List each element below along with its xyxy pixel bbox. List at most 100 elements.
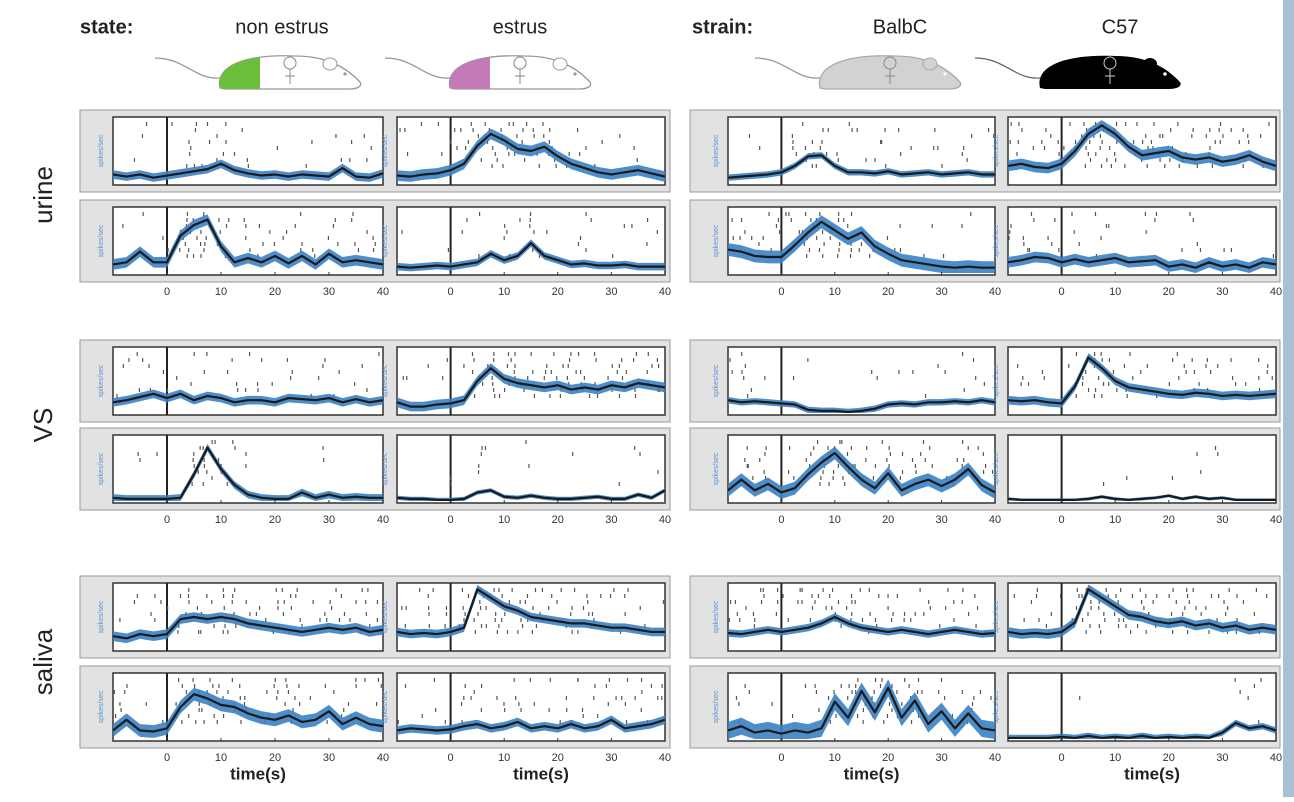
y-axis-label: spikes/sec	[382, 224, 389, 257]
x-tick-label: 40	[1270, 286, 1282, 298]
strain-name: C57	[1102, 16, 1139, 38]
x-tick-label: 10	[498, 752, 510, 764]
x-tick-label: 30	[1216, 514, 1228, 526]
x-tick-label: 0	[448, 514, 454, 526]
x-tick-label: 10	[1109, 286, 1121, 298]
y-axis-label: spikes/sec	[382, 452, 389, 485]
y-axis-label: spikes/sec	[98, 224, 105, 257]
state-name: estrus	[493, 16, 547, 38]
y-axis-label: spikes/sec	[993, 134, 1000, 167]
edge-strip	[1283, 0, 1294, 797]
x-tick-label: 10	[1109, 752, 1121, 764]
row-label: saliva	[28, 628, 58, 695]
x-tick-label: 10	[829, 286, 841, 298]
x-tick-label: 10	[829, 752, 841, 764]
x-tick-label: 20	[552, 286, 564, 298]
x-tick-label: 40	[989, 752, 1001, 764]
panel	[1008, 673, 1276, 741]
x-tick-label: 20	[552, 514, 564, 526]
x-tick-label: 30	[605, 752, 617, 764]
panel	[728, 583, 995, 651]
x-tick-label: 20	[269, 752, 281, 764]
x-tick-label: 10	[215, 514, 227, 526]
strain-name: BalbC	[873, 16, 927, 38]
x-tick-label: 40	[377, 514, 389, 526]
x-tick-label: 20	[552, 752, 564, 764]
y-axis-label: spikes/sec	[993, 600, 1000, 633]
x-tick-label: 30	[935, 752, 947, 764]
x-tick-label: 20	[269, 286, 281, 298]
x-tick-label: 0	[1059, 514, 1065, 526]
x-tick-label: 20	[1163, 752, 1175, 764]
x-tick-label: 10	[498, 286, 510, 298]
x-tick-label: 0	[778, 514, 784, 526]
x-tick-label: 40	[659, 514, 671, 526]
x-tick-label: 0	[448, 752, 454, 764]
y-axis-label: spikes/sec	[713, 690, 720, 723]
x-tick-label: 0	[448, 286, 454, 298]
mouse-icon	[975, 56, 1181, 89]
mouse-icon	[155, 46, 361, 96]
y-axis-label: spikes/sec	[98, 364, 105, 397]
y-axis-label: spikes/sec	[993, 690, 1000, 723]
x-tick-label: 30	[323, 286, 335, 298]
panel	[728, 435, 995, 503]
mouse-icon	[755, 56, 961, 89]
x-tick-label: 40	[1270, 752, 1282, 764]
x-tick-label: 20	[882, 752, 894, 764]
x-tick-label: 20	[269, 514, 281, 526]
y-axis-label: spikes/sec	[993, 364, 1000, 397]
x-tick-label: 20	[882, 514, 894, 526]
y-axis-label: spikes/sec	[993, 224, 1000, 257]
x-tick-label: 40	[659, 286, 671, 298]
y-axis-label: spikes/sec	[382, 134, 389, 167]
x-tick-label: 0	[778, 286, 784, 298]
x-tick-label: 40	[659, 752, 671, 764]
y-axis-label: spikes/sec	[98, 134, 105, 167]
row-label: VS	[28, 408, 58, 443]
y-axis-label: spikes/sec	[382, 364, 389, 397]
x-tick-label: 30	[935, 286, 947, 298]
x-tick-label: 30	[935, 514, 947, 526]
y-axis-label: spikes/sec	[98, 452, 105, 485]
x-tick-label: 30	[1216, 286, 1228, 298]
x-tick-label: 10	[215, 286, 227, 298]
x-tick-label: 20	[1163, 514, 1175, 526]
x-tick-label: 30	[1216, 752, 1228, 764]
y-axis-label: spikes/sec	[382, 690, 389, 723]
y-axis-label: spikes/sec	[98, 600, 105, 633]
x-axis-label: time(s)	[1124, 764, 1180, 783]
y-axis-label: spikes/sec	[713, 364, 720, 397]
y-axis-label: spikes/sec	[993, 452, 1000, 485]
y-axis-label: spikes/sec	[713, 600, 720, 633]
state-label: state:	[80, 16, 133, 38]
x-tick-label: 40	[989, 514, 1001, 526]
row-label: urine	[28, 166, 58, 224]
x-tick-label: 10	[829, 514, 841, 526]
x-tick-label: 10	[215, 752, 227, 764]
x-axis-label: time(s)	[513, 764, 569, 783]
x-tick-label: 40	[377, 752, 389, 764]
panel	[397, 435, 665, 503]
state-name: non estrus	[235, 16, 328, 38]
figure: state: non estrus estrus strain: BalbC C…	[0, 0, 1294, 797]
y-axis-label: spikes/sec	[713, 134, 720, 167]
x-tick-label: 0	[164, 514, 170, 526]
x-tick-label: 0	[1059, 286, 1065, 298]
x-axis-label: time(s)	[844, 764, 900, 783]
x-tick-label: 10	[498, 514, 510, 526]
panel	[1008, 435, 1276, 503]
x-tick-label: 30	[605, 286, 617, 298]
x-tick-label: 10	[1109, 514, 1121, 526]
y-axis-label: spikes/sec	[713, 224, 720, 257]
x-tick-label: 40	[989, 286, 1001, 298]
x-tick-label: 0	[164, 286, 170, 298]
x-tick-label: 20	[882, 286, 894, 298]
x-tick-label: 30	[323, 514, 335, 526]
x-axis-label: time(s)	[230, 764, 286, 783]
x-tick-label: 0	[164, 752, 170, 764]
x-tick-label: 20	[1163, 286, 1175, 298]
strain-label: strain:	[692, 16, 753, 38]
mouse-icon	[385, 46, 591, 96]
x-tick-label: 40	[377, 286, 389, 298]
